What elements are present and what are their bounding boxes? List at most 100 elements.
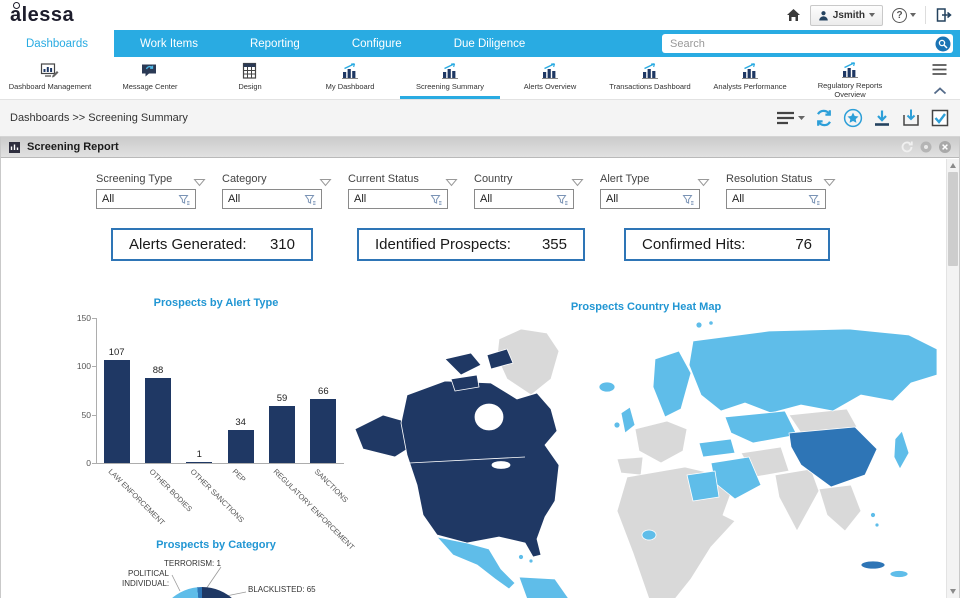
- map-region-mexico[interactable]: [436, 536, 516, 590]
- collapse-up-icon[interactable]: [933, 87, 947, 95]
- dropdown-tri-icon[interactable]: [445, 174, 458, 192]
- nav-tab-due-diligence[interactable]: Due Diligence: [453, 37, 526, 50]
- map-region-scandinavia[interactable]: [652, 350, 692, 418]
- toolbar-item-label: Regulatory Reports Overview: [817, 81, 883, 99]
- panel-actions: [900, 140, 952, 154]
- map-region-iberia[interactable]: [616, 456, 644, 476]
- toolbar-item-my-dashboard[interactable]: My Dashboard: [300, 57, 400, 99]
- map-region-indonesia-2[interactable]: [889, 570, 909, 578]
- bar-value-label: 1: [196, 449, 202, 460]
- logout-icon[interactable]: [935, 7, 952, 23]
- chart-icon: [840, 61, 860, 79]
- filter-select[interactable]: All: [348, 189, 448, 209]
- map-region-mongolia[interactable]: [788, 408, 858, 434]
- export-icon[interactable]: [901, 108, 921, 128]
- toolbar-item-design[interactable]: Design: [200, 57, 300, 99]
- map-region-southeast-asia[interactable]: [818, 484, 862, 532]
- nav-tab-dashboards[interactable]: Dashboards: [0, 30, 115, 57]
- scroll-down-icon[interactable]: [950, 589, 956, 594]
- map-region-europe[interactable]: [634, 420, 688, 464]
- map-region-svalbard-2[interactable]: [708, 320, 714, 326]
- toolbar-items: Dashboard Management Message Center Design…: [0, 57, 905, 99]
- dropdown-tri-icon[interactable]: [319, 174, 332, 192]
- filter-category: Category All: [222, 173, 332, 209]
- map-region-ireland[interactable]: [613, 421, 621, 429]
- refresh-icon[interactable]: [814, 108, 834, 128]
- map-region-south-america[interactable]: [518, 576, 569, 598]
- nav-tab-configure[interactable]: Configure: [351, 37, 402, 50]
- bar-regulatory-enforcement: [269, 405, 295, 463]
- filter-select[interactable]: All: [600, 189, 700, 209]
- bar-plot: 0 50 100 150 107 LAW ENFORCEMENT 88 OTHER BODIE…: [76, 294, 356, 552]
- toolbar-item-alerts-overview[interactable]: Alerts Overview: [500, 57, 600, 99]
- map-region-india[interactable]: [774, 468, 820, 532]
- toolbar-item-label: My Dashboard: [325, 82, 375, 91]
- map-region-caribbean[interactable]: [518, 554, 524, 560]
- favorite-icon[interactable]: [843, 108, 863, 128]
- filter-value: All: [606, 193, 619, 205]
- filter-label: Country: [474, 173, 513, 185]
- map-region-iceland[interactable]: [598, 381, 616, 393]
- y-tick-label: 50: [81, 409, 91, 420]
- toolbar-item-transactions-dashboard[interactable]: Transactions Dashboard: [600, 57, 700, 99]
- filter-select[interactable]: All: [222, 189, 322, 209]
- nav-tab-work-items[interactable]: Work Items: [140, 37, 198, 50]
- select-icon[interactable]: [930, 108, 950, 128]
- map-region-china[interactable]: [788, 426, 878, 488]
- map-region-philippines-2[interactable]: [874, 522, 880, 528]
- help-menu[interactable]: ?: [892, 7, 916, 23]
- bar-category-label: SANCTIONS: [312, 467, 351, 505]
- panel-refresh-icon[interactable]: [900, 140, 914, 154]
- bar-chart-title: Prospects by Alert Type: [153, 297, 279, 309]
- dropdown-tri-icon[interactable]: [193, 174, 206, 192]
- panel-settings-icon[interactable]: [919, 140, 933, 154]
- map-region-philippines[interactable]: [870, 512, 876, 518]
- map-region-turkey[interactable]: [698, 438, 736, 458]
- chart-icon: [640, 61, 660, 80]
- map-region-canada-us[interactable]: [400, 380, 560, 558]
- map-region-japan[interactable]: [893, 430, 910, 470]
- scroll-thumb[interactable]: [948, 172, 958, 266]
- toolbar-item-dashboard-management[interactable]: Dashboard Management: [0, 57, 100, 99]
- filter-select[interactable]: All: [96, 189, 196, 209]
- dropdown-tri-icon[interactable]: [823, 174, 836, 192]
- chevron-down-icon: [869, 13, 875, 17]
- dropdown-tri-icon[interactable]: [697, 174, 710, 192]
- nav-tabs: Dashboards Work Items Reporting Configure Du…: [0, 30, 551, 57]
- menu-icon[interactable]: [931, 63, 948, 76]
- user-menu[interactable]: Jsmith: [809, 4, 883, 26]
- map-region-arctic-islands[interactable]: [444, 348, 514, 392]
- toolbar-item-screening-summary[interactable]: Screening Summary: [400, 57, 500, 99]
- panel-close-icon[interactable]: [938, 140, 952, 154]
- map-region-caribbean-2[interactable]: [528, 558, 534, 564]
- bar-pep: [227, 430, 254, 463]
- toolbar-item-analysts-performance[interactable]: Analysts Performance: [700, 57, 800, 99]
- filter-label: Resolution Status: [726, 173, 813, 185]
- message-icon: [140, 61, 160, 80]
- y-tick-label: 100: [76, 361, 91, 372]
- map-region-russia[interactable]: [688, 328, 938, 414]
- toolbar-item-regulatory-reports-overview[interactable]: Regulatory Reports Overview: [800, 57, 900, 99]
- map-region-indonesia[interactable]: [860, 560, 886, 570]
- dropdown-tri-icon[interactable]: [571, 174, 584, 192]
- scrollbar[interactable]: [946, 159, 959, 598]
- search-input[interactable]: [662, 37, 935, 50]
- map-region-central-asia[interactable]: [724, 410, 798, 444]
- nav-tab-reporting[interactable]: Reporting: [249, 37, 300, 50]
- toolbar-item-message-center[interactable]: Message Center: [100, 57, 200, 99]
- home-icon[interactable]: [786, 8, 801, 22]
- map-region-egypt[interactable]: [686, 470, 720, 502]
- search-icon[interactable]: [935, 36, 951, 52]
- kpi-label: Identified Prospects:: [375, 236, 511, 253]
- download-icon[interactable]: [872, 108, 892, 128]
- filter-label: Alert Type: [600, 173, 650, 185]
- world-map[interactable]: [349, 317, 943, 598]
- display-options-icon[interactable]: [775, 110, 805, 126]
- map-region-uk[interactable]: [620, 406, 636, 434]
- scroll-up-icon[interactable]: [950, 163, 956, 168]
- map-region-svalbard[interactable]: [695, 321, 703, 329]
- filter-select[interactable]: All: [726, 189, 826, 209]
- map-title: Prospects Country Heat Map: [570, 301, 722, 313]
- map-region-west-africa[interactable]: [641, 529, 657, 541]
- filter-select[interactable]: All: [474, 189, 574, 209]
